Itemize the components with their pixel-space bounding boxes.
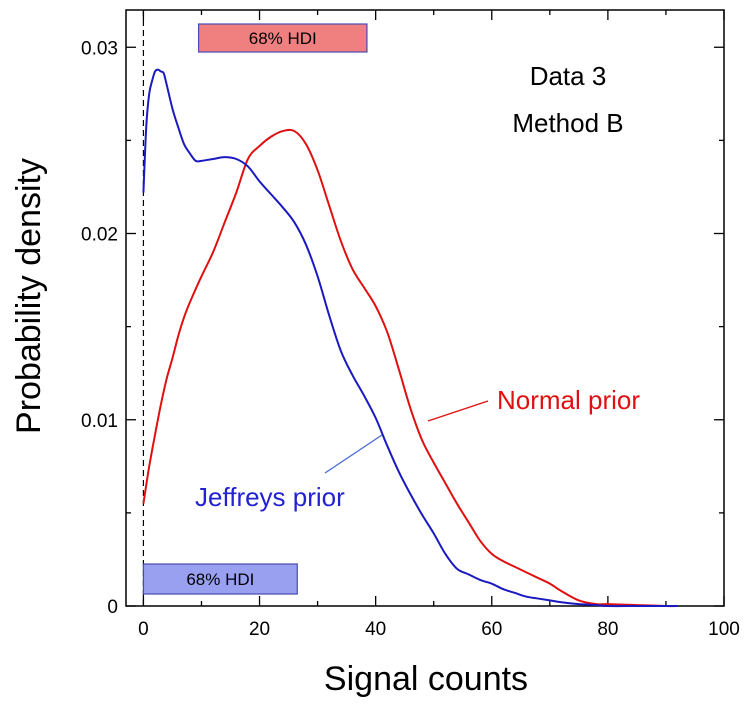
hdi-normal-box <box>197 23 368 53</box>
x-tick-label: 40 <box>365 619 386 640</box>
x-tick-label: 20 <box>249 619 270 640</box>
x-axis-title: Signal counts <box>324 660 528 698</box>
normal-prior-pointer <box>427 400 489 422</box>
panel-label-line1: Data 3 <box>530 61 607 91</box>
x-tick-label: 60 <box>481 619 502 640</box>
jeffreys-prior-pointer <box>324 434 383 474</box>
hdi-normal-label: 68% HDI <box>249 29 317 48</box>
series-line-normal-prior <box>142 128 678 608</box>
plot-frame <box>125 9 725 607</box>
jeffreys-prior-label: Jeffreys prior <box>195 482 345 512</box>
y-tick-label: 0.02 <box>81 225 118 246</box>
axis-ticks <box>126 10 725 607</box>
y-tick-label: 0.03 <box>81 38 118 59</box>
series-line-jeffreys-prior <box>142 68 678 608</box>
panel-label-line2: Method B <box>512 108 623 138</box>
normal-prior-label: Normal prior <box>497 385 640 415</box>
hdi-jeffreys-box <box>142 563 298 595</box>
x-tick-label: 80 <box>597 619 618 640</box>
y-tick-label: 0.01 <box>81 411 118 432</box>
x-tick-label: 100 <box>708 619 740 640</box>
axis-tick-labels: 0 20 40 60 80 100 0 0.01 0.02 0.03 <box>81 38 740 640</box>
hdi-jeffreys-label: 68% HDI <box>186 570 254 589</box>
x-tick-label: 0 <box>138 619 149 640</box>
y-axis-title: Probability density <box>10 158 48 434</box>
y-tick-label: 0 <box>107 597 118 618</box>
